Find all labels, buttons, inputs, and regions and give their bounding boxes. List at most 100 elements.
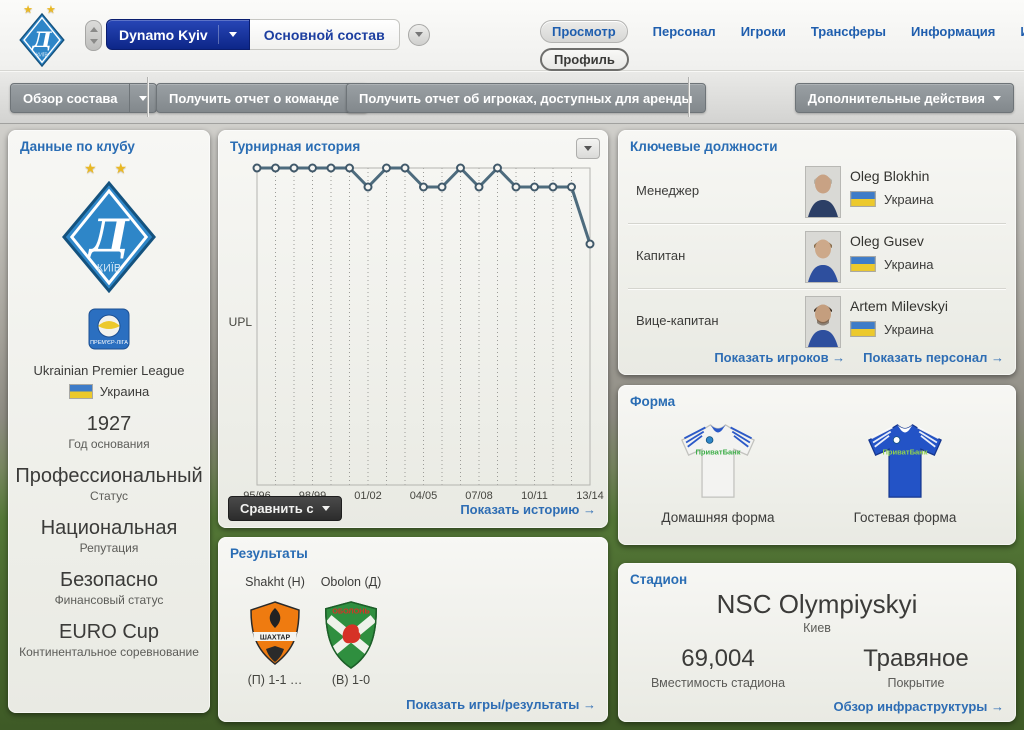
stat-label: Континентальное соревнование	[19, 645, 199, 659]
surface-value: Травяное	[863, 645, 969, 672]
results-panel: Результаты Shakht (Н) ШАХТАР (П) 1-1 … O…	[218, 537, 608, 722]
person-nation: Украина	[850, 256, 934, 272]
key-position-row-vice-captain[interactable]: Вице-капитан Artem Milevskyi Украина	[628, 288, 1006, 352]
person-name: Oleg Blokhin	[850, 168, 930, 184]
tab-history[interactable]: История	[1020, 24, 1024, 39]
squad-dropdown-button[interactable]	[407, 23, 430, 46]
subtab-profile[interactable]: Профиль	[540, 48, 629, 71]
panel-title: Турнирная история	[230, 139, 361, 154]
stat-label: Статус	[90, 489, 128, 503]
compare-with-button[interactable]: Сравнить с	[228, 496, 342, 521]
dynamo-kyiv-crest-icon: Д КИЇВ	[19, 13, 65, 67]
capacity-value: 69,004	[681, 645, 755, 672]
squad-overview-dropdown[interactable]	[129, 84, 156, 112]
tab-staff[interactable]: Персонал	[652, 24, 716, 39]
stadium-name: NSC Olympiyskyi	[716, 589, 918, 619]
ukraine-flag-icon	[850, 256, 876, 272]
loan-report-button[interactable]: Получить отчет об игроках, доступных для…	[346, 83, 706, 113]
opponent-name: Obolon (Д)	[320, 575, 382, 589]
tab-information[interactable]: Информация	[911, 24, 996, 39]
match-result: (П) 1-1 …	[247, 673, 303, 687]
reputation-stars: ★ ★	[84, 160, 134, 176]
premier-league-badge-icon: ПРЕМ'ЄР-ЛІГА	[88, 308, 130, 350]
stadium-city: Киев	[803, 621, 831, 635]
club-dropdown-button[interactable]: Dynamo Kyiv	[106, 19, 250, 50]
nation-name: Украина	[884, 321, 934, 337]
spin-up-icon[interactable]	[89, 27, 98, 33]
match-shakhtar[interactable]: Shakht (Н) ШАХТАР (П) 1-1 …	[236, 575, 314, 687]
chevron-down-icon	[993, 95, 1001, 101]
league-name: Ukrainian Premier League	[33, 363, 185, 378]
stat-label: Репутация	[79, 541, 139, 555]
tab-players[interactable]: Игроки	[740, 24, 786, 39]
toolbar-divider	[688, 77, 689, 117]
svg-text:ПРЕМ'ЄР-ЛІГА: ПРЕМ'ЄР-ЛІГА	[90, 340, 128, 346]
chevron-down-icon	[584, 146, 592, 151]
panel-title: Ключевые должности	[630, 139, 778, 154]
squad-overview-label[interactable]: Обзор состава	[23, 90, 118, 106]
stat-value: Национальная	[40, 517, 178, 539]
svg-text:10/11: 10/11	[521, 490, 548, 502]
chevron-down-icon	[414, 32, 423, 37]
key-position-row-captain[interactable]: Капитан Oleg Gusev Украина	[628, 223, 1006, 287]
shakhtar-badge-icon: ШАХТАР	[236, 601, 314, 667]
nation-name: Украина	[99, 384, 150, 399]
key-positions-links: Показать игроков → Показать персонал →	[714, 350, 1004, 365]
stat-value: Профессиональный	[15, 465, 203, 487]
person-nation: Украина	[850, 191, 934, 207]
spin-down-icon[interactable]	[89, 38, 98, 44]
more-actions-label: Дополнительные действия	[807, 90, 985, 106]
show-history-link[interactable]: Показать историю →	[460, 502, 596, 517]
svg-text:07/08: 07/08	[465, 490, 493, 502]
panel-title: Стадион	[630, 572, 688, 587]
club-info-panel: Данные по клубу ★ ★ Д КИЇВ ПРЕМ'ЄР-ЛІГА …	[8, 130, 210, 713]
team-report-button[interactable]: Получить отчет о команде	[156, 83, 369, 113]
role-label: Менеджер	[636, 183, 700, 198]
svg-text:04/05: 04/05	[410, 490, 438, 502]
svg-text:ШАХТАР: ШАХТАР	[260, 635, 291, 642]
person-name: Artem Milevskyi	[850, 298, 949, 314]
role-label: Капитан	[636, 248, 686, 263]
team-selector-group: Dynamo Kyiv Основной состав	[106, 19, 430, 50]
svg-text:ПриватБанк: ПриватБанк	[882, 447, 927, 456]
squad-selector-value: Основной состав	[263, 26, 385, 43]
club-stat: 1927 Год основания	[8, 413, 210, 451]
panel-title: Результаты	[230, 546, 308, 561]
club-stat: EURO Cup Континентальное соревнование	[8, 621, 210, 659]
surface-label: Покрытие	[887, 676, 945, 690]
squad-overview-split-button[interactable]: Обзор состава	[10, 83, 158, 113]
match-obolon[interactable]: Obolon (Д) ОБОЛОНЬ (В) 1-0	[312, 575, 390, 687]
key-position-row-manager[interactable]: Менеджер Oleg Blokhin Украина	[628, 159, 1006, 222]
tab-overview[interactable]: Просмотр	[540, 20, 628, 43]
svg-text:Д: Д	[31, 28, 52, 53]
nation-name: Украина	[884, 191, 934, 207]
loan-report-label: Получить отчет об игроках, доступных для…	[359, 90, 693, 106]
away-kit-icon: ПриватБанк	[868, 424, 942, 498]
facilities-overview-link[interactable]: Обзор инфраструктуры →	[833, 699, 1005, 714]
stadium-capacity: 69,004 Вместимость стадиона	[618, 645, 818, 690]
stat-label: Финансовый статус	[54, 593, 164, 607]
chevron-down-icon	[321, 506, 330, 511]
chart-options-dropdown[interactable]	[576, 138, 600, 159]
away-kit: ПриватБанк Гостевая форма	[840, 419, 970, 525]
squad-selector[interactable]: Основной состав	[249, 19, 400, 50]
title-bar: ★ ★ Д КИЇВ Dynamo Kyiv Основной состав	[0, 0, 1024, 71]
toolbar-divider	[147, 77, 148, 117]
person-name: Oleg Gusev	[850, 233, 924, 249]
role-label: Вице-капитан	[636, 313, 719, 328]
show-players-link[interactable]: Показать игроков →	[714, 350, 846, 365]
capacity-label: Вместимость стадиона	[650, 676, 786, 690]
show-staff-link[interactable]: Показать персонал →	[863, 350, 1004, 365]
show-fixtures-link[interactable]: Показать игры/результаты →	[406, 697, 596, 712]
tab-transfers[interactable]: Трансферы	[810, 24, 887, 39]
more-actions-button[interactable]: Дополнительные действия	[794, 83, 1014, 113]
captain-photo	[805, 231, 841, 283]
svg-text:ПриватБанк: ПриватБанк	[695, 447, 740, 456]
nation-row: Украина	[8, 384, 210, 399]
team-cycle-stepper[interactable]	[85, 20, 102, 51]
ukraine-flag-icon	[68, 384, 93, 399]
chevron-down-icon	[228, 32, 237, 37]
